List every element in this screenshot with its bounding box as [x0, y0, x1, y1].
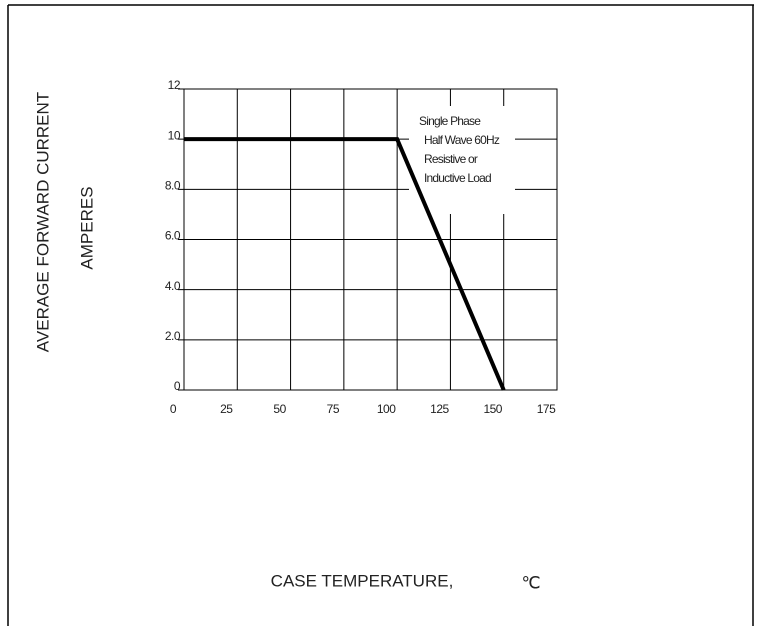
y-tick-label: 10	[168, 128, 181, 142]
y-tick-label: 2.0	[165, 329, 181, 343]
x-tick-label: 0	[170, 402, 177, 416]
x-tick-label: 25	[220, 402, 233, 416]
x-tick-label: 125	[430, 402, 449, 416]
y-axis-unit: AMPERES	[77, 186, 96, 269]
x-tick-label: 100	[377, 402, 396, 416]
data-line	[184, 137, 506, 391]
x-axis-unit: ℃	[521, 573, 540, 592]
annotation-text: Single Phase	[419, 114, 481, 128]
y-tick-label: 6.0	[165, 229, 181, 243]
x-tick-label: 175	[537, 402, 556, 416]
x-tick-label: 50	[273, 402, 286, 416]
plot-border	[183, 88, 558, 391]
annotation-box	[409, 106, 515, 214]
annotation-text: Resistive or	[424, 152, 478, 166]
y-tick-label: 0	[174, 379, 181, 393]
x-tick-label: 150	[483, 402, 502, 416]
y-axis-label: AVERAGE FORWARD CURRENT	[33, 92, 52, 352]
y-tick-label: 8.0	[165, 179, 181, 193]
y-tick-label: 12	[168, 78, 181, 92]
x-axis-label: CASE TEMPERATURE,	[271, 571, 454, 590]
annotation-text: Inductive Load	[424, 171, 491, 185]
y-tick-label: 4.0	[165, 279, 181, 293]
x-tick-label: 75	[327, 402, 340, 416]
annotation-text: Half Wave 60Hz	[424, 133, 500, 147]
